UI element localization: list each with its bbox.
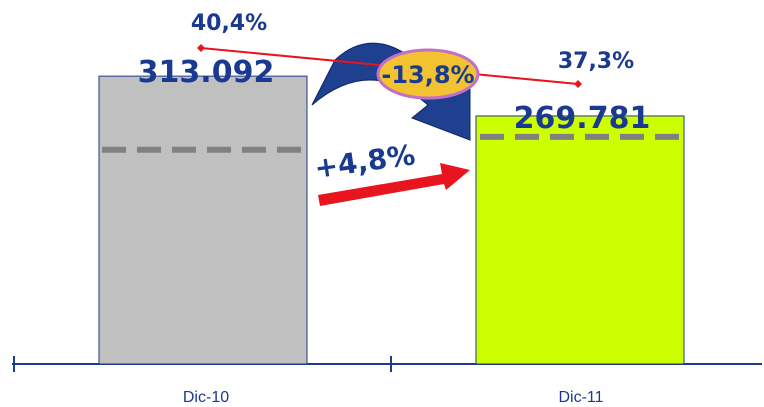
arrow-right-icon xyxy=(318,163,470,206)
bar-dic11 xyxy=(475,115,685,365)
change-ellipse xyxy=(376,48,480,100)
category-label-dic11: Dic-11 xyxy=(558,389,603,406)
bar-dic10 xyxy=(98,75,308,365)
category-label-dic10: Dic-10 xyxy=(183,389,229,406)
share-marker-dic10 xyxy=(197,44,205,52)
value-label-dic10: 313.092 xyxy=(138,55,275,90)
share-marker-dic11 xyxy=(574,80,582,88)
value-label-dic11: 269.781 xyxy=(514,101,651,136)
share-label-dic10: 40,4% xyxy=(191,11,267,36)
curved-arrow-icon xyxy=(311,42,471,141)
share-label-dic11: 37,3% xyxy=(558,49,634,74)
growth-label: +4,8% xyxy=(312,138,417,185)
change-label: -13,8% xyxy=(381,61,474,89)
